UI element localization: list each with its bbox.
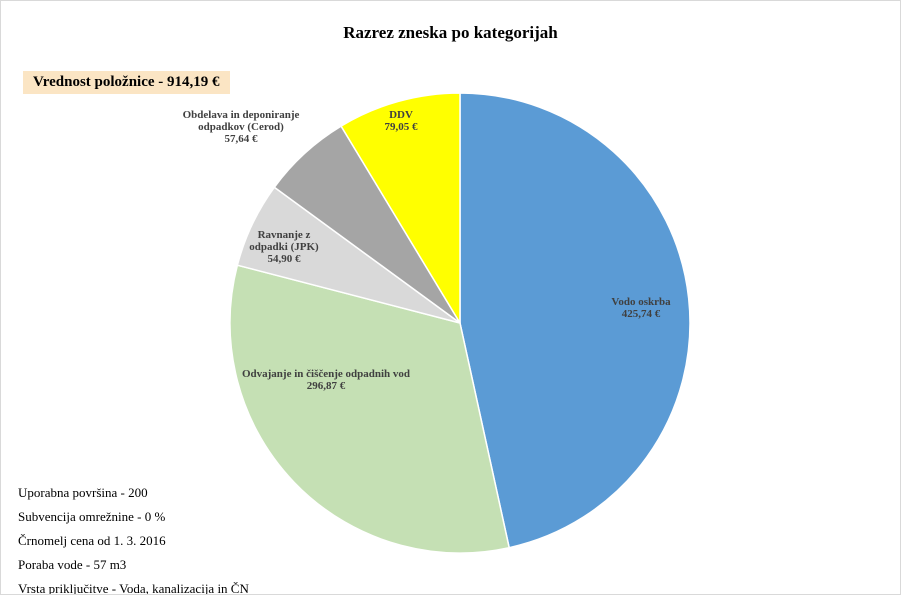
category-label: Odvajanje in čiščenje odpadnih vod [241,368,411,380]
value-label: 54,90 € [267,253,301,265]
category-label: Ravnanje z odpadki (JPK) [249,229,319,253]
category-label: Vodo oskrba [611,296,671,308]
pie-slice [340,92,461,326]
slice-label: Ravnanje z odpadki (JPK) 54,90 € [239,229,329,265]
note: Poraba vode - 57 m3 [18,557,127,572]
note: Uporabna površina - 200 [18,485,148,500]
pie-slice [229,264,511,554]
note: Črnomelj cena od 1. 3. 2016 [18,533,166,548]
slice-label: Obdelava in deponiranje odpadkov (Cerod)… [161,109,321,145]
slice-label: Vodo oskrba 425,74 € [591,296,691,320]
category-label: DDV [389,109,413,121]
value-label: 296,87 € [306,380,346,392]
subtitle: Vrednost položnice - 914,19 € [23,71,230,94]
value-label: 79,05 € [384,121,418,133]
note: Subvencija omrežnine - 0 % [18,509,166,524]
category-label: Obdelava in deponiranje odpadkov (Cerod) [182,109,300,133]
slice-label: Odvajanje in čiščenje odpadnih vod 296,87… [241,368,411,392]
value-label: 57,64 € [224,133,258,145]
chart-title: Razrez zneska po kategorijah [343,23,558,42]
value-label: 425,74 € [621,308,661,320]
note: Vrsta priključitve - Voda, kanalizacija … [18,581,249,595]
slice-label: DDV 79,05 € [361,109,441,133]
pie-slice [459,92,691,549]
